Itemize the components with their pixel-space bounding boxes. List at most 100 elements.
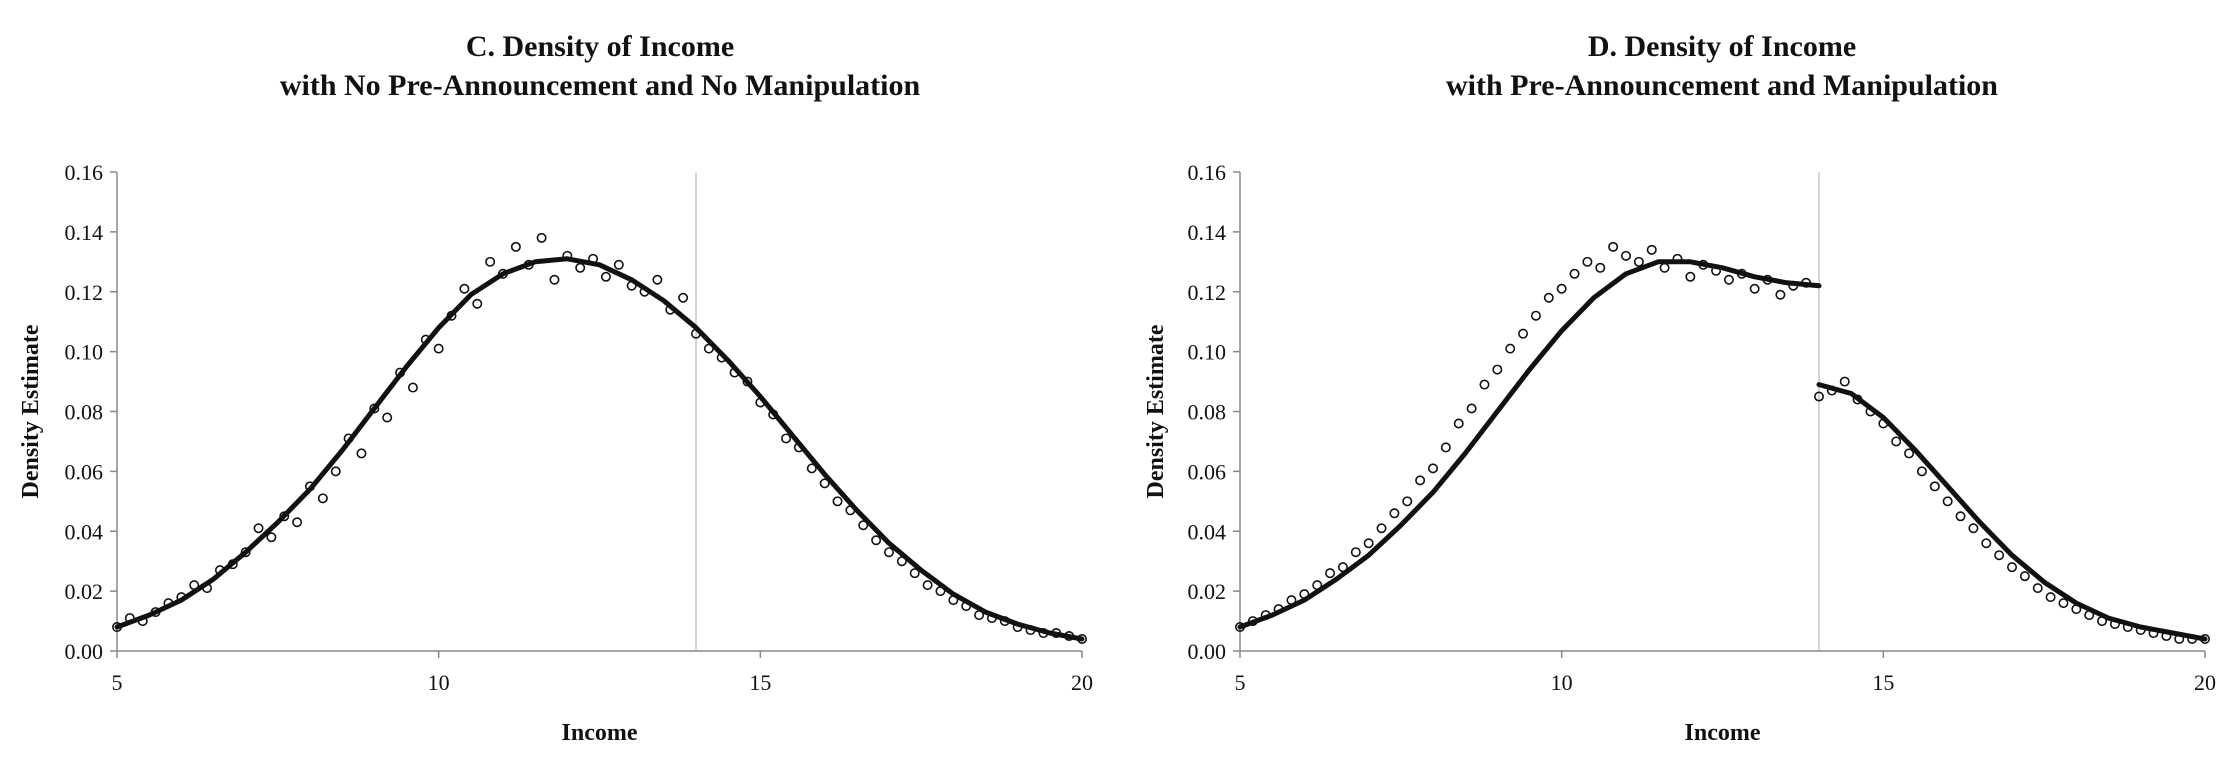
panel-c-title-line2: with No Pre-Announcement and No Manipula… — [280, 69, 921, 102]
panel-d-data-point — [1453, 418, 1464, 429]
panel-d-data-point — [1814, 391, 1825, 402]
panel-d-data-point — [1981, 538, 1992, 549]
panel-d-data-point — [2019, 571, 2030, 582]
panel-d-data-point — [1646, 244, 1657, 255]
panel-d-y-tick-label: 0.02 — [1188, 579, 1227, 604]
panel-c-data-point — [806, 463, 817, 474]
panel-c-data-point — [369, 403, 380, 414]
panel-d-x-axis-label: Income — [1685, 720, 1761, 746]
panel-c-data-point — [652, 274, 663, 285]
panel-c-x-tick-label: 20 — [1071, 670, 1093, 695]
panel-c-data-point — [600, 271, 611, 282]
panel-d-x-tick-label: 20 — [2194, 670, 2216, 695]
panel-c-x-tick-label: 15 — [749, 670, 771, 695]
panel-c-data-point — [459, 283, 470, 294]
panel-c-y-tick-label: 0.14 — [65, 220, 104, 245]
panel-c-data-point — [472, 298, 483, 309]
panel-d-data-point — [1621, 250, 1632, 261]
panel-c-y-tick-label: 0.16 — [65, 160, 104, 185]
panel-c-data-point — [871, 535, 882, 546]
panel-c-data-point — [253, 523, 264, 534]
panel-d-y-tick-label: 0.12 — [1188, 280, 1227, 305]
panel-d-y-tick-label: 0.04 — [1188, 519, 1227, 544]
panel-c-data-point — [922, 580, 933, 591]
panel-d-data-point — [1492, 364, 1503, 375]
panel-d-data-point — [1543, 292, 1554, 303]
panel-d-data-point — [1505, 343, 1516, 354]
panel-d-fit-line-2 — [1816, 382, 2208, 642]
panel-d-data-point — [1402, 496, 1413, 507]
panel-c-data-point — [407, 382, 418, 393]
panel-d-x-tick-label: 5 — [1235, 670, 1246, 695]
panel-d-data-point — [1955, 511, 1966, 522]
panel-d-y-tick-label: 0.08 — [1188, 400, 1227, 425]
panel-d-y-tick-label: 0.14 — [1188, 220, 1227, 245]
panel-d-data-point — [1530, 310, 1541, 321]
panel-c-data-point — [485, 256, 496, 267]
panel-c-y-tick-label: 0.02 — [65, 579, 104, 604]
panel-d-y-tick-label: 0.06 — [1188, 459, 1227, 484]
panel-c-y-tick-label: 0.12 — [65, 280, 104, 305]
panel-d-data-point — [1839, 376, 1850, 387]
panel-c-data-point — [549, 274, 560, 285]
panel-d-data-point — [1428, 463, 1439, 474]
panel-c-data-point — [510, 241, 521, 252]
panel-d-x-tick-label: 10 — [1551, 670, 1573, 695]
panel-d-data-point — [2007, 562, 2018, 573]
panel-d-data-point — [2045, 592, 2056, 603]
panel-d-data-point — [1325, 568, 1336, 579]
panel-d-y-axis-label: Density Estimate — [1143, 324, 1169, 498]
panel-c-data-point — [382, 412, 393, 423]
panel-c-y-tick-label: 0.04 — [65, 519, 104, 544]
panel-d-data-point — [1891, 436, 1902, 447]
panel-c-x-axis-label: Income — [562, 720, 638, 746]
panel-d-data-point — [1556, 283, 1567, 294]
panel-c-title-line1: C. Density of Income — [466, 30, 734, 63]
panel-d-data-point — [1350, 547, 1361, 558]
panel-c-data-point — [240, 547, 251, 558]
panel-c-data-point — [613, 259, 624, 270]
panel-d-data-point — [1582, 256, 1593, 267]
panel-d-x-tick-label: 15 — [1872, 670, 1894, 695]
panel-d-data-point — [2058, 598, 2069, 609]
panel-c-data-point — [678, 292, 689, 303]
panel-d-data-point — [1518, 328, 1529, 339]
panel-d-data-point — [1929, 481, 1940, 492]
panel-c-data-point — [356, 448, 367, 459]
panel-d-fit-line-1 — [1237, 259, 1822, 630]
panel-d-data-point — [1968, 523, 1979, 534]
panel-d-data-point — [1994, 550, 2005, 561]
panel-d-data-point — [1942, 496, 1953, 507]
panel-c-y-tick-label: 0.10 — [65, 340, 104, 365]
panel-c-data-point — [858, 520, 869, 531]
panel-d-data-point — [1389, 508, 1400, 519]
panel-d-data-point — [1440, 442, 1451, 453]
panel-d-data-point — [1376, 523, 1387, 534]
panel-c-data-point — [433, 343, 444, 354]
panel-d-data-point — [1608, 241, 1619, 252]
panel-d-data-point — [1916, 466, 1927, 477]
panel-c-data-point — [279, 511, 290, 522]
panel-d-data-point — [1595, 262, 1606, 273]
panel-c-data-point — [266, 532, 277, 543]
panel-d-y-tick-label: 0.10 — [1188, 340, 1227, 365]
panel-c-data-point — [781, 433, 792, 444]
panel-d-title-line1: D. Density of Income — [1588, 30, 1856, 63]
panel-d-data-point — [1569, 268, 1580, 279]
chart-panel-d: D. Density of Income with Pre-Announcemen… — [1143, 30, 2216, 746]
panel-d-data-point — [1775, 289, 1786, 300]
panel-d-data-point — [1723, 274, 1734, 285]
panel-d-data-point — [1633, 256, 1644, 267]
panel-c-y-tick-label: 0.06 — [65, 459, 104, 484]
panel-d-data-point — [1415, 475, 1426, 486]
panel-d-data-point — [1685, 271, 1696, 282]
panel-c-y-axis-label: Density Estimate — [18, 324, 44, 498]
panel-c-data-point — [819, 478, 830, 489]
panel-c-data-point — [909, 568, 920, 579]
panel-c-data-point — [536, 232, 547, 243]
panel-d-data-point — [1659, 262, 1670, 273]
panel-c-x-tick-label: 5 — [112, 670, 123, 695]
panel-c-y-tick-label: 0.00 — [65, 639, 104, 664]
panel-d-data-point — [1363, 538, 1374, 549]
